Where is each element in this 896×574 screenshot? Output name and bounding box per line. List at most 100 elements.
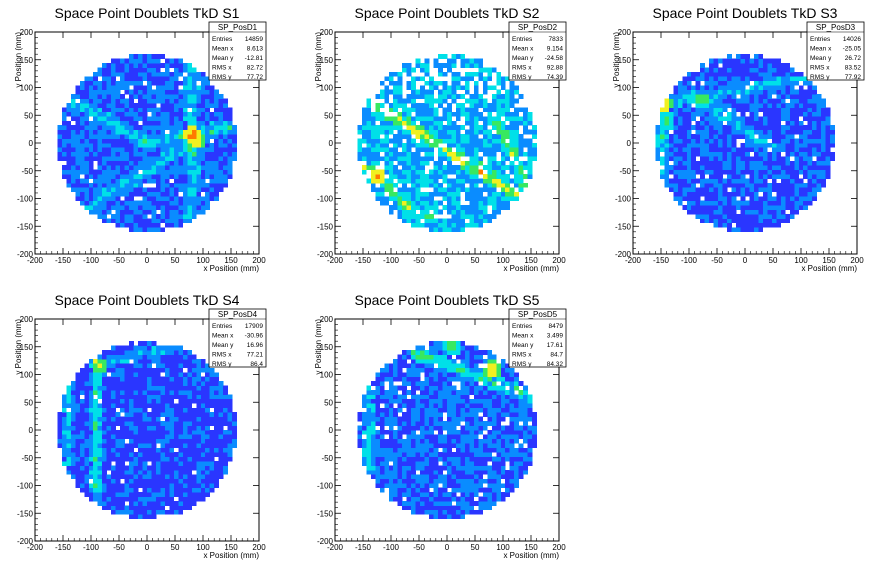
heatmap-bin [379, 200, 385, 206]
heatmap-bin [164, 107, 170, 113]
stats-label: RMS y [212, 74, 232, 81]
heatmap-bin [205, 85, 211, 91]
heatmap-bin [776, 218, 782, 224]
heatmap-bin [691, 191, 697, 197]
heatmap-bin [700, 156, 705, 162]
heatmap-bin [451, 218, 457, 224]
heatmap-bin [776, 147, 782, 153]
heatmap-bin [664, 129, 670, 135]
heatmap-bin [173, 103, 179, 108]
heatmap-bin [173, 425, 179, 431]
heatmap-bin [704, 76, 710, 82]
heatmap-bin [527, 147, 533, 153]
heatmap-bin [178, 447, 184, 453]
heatmap-bin [66, 394, 72, 400]
heatmap-bin [151, 461, 157, 466]
heatmap-bin [740, 54, 746, 59]
heatmap-bin [97, 169, 103, 175]
x-axis-label: x Position (mm) [503, 264, 559, 273]
heatmap-bin [164, 125, 170, 130]
heatmap-bin [147, 107, 152, 113]
heatmap-bin [173, 363, 179, 369]
heatmap-bin [478, 147, 484, 153]
heatmap-bin [160, 487, 166, 493]
heatmap-bin [704, 191, 710, 197]
heatmap-bin [460, 182, 466, 188]
heatmap-bin [111, 452, 116, 457]
heatmap-bin [142, 358, 148, 364]
heatmap-bin [200, 165, 206, 170]
heatmap-bin [731, 71, 737, 77]
heatmap-bin [227, 160, 233, 166]
heatmap-bin [142, 129, 148, 135]
heatmap-bin [753, 103, 759, 108]
heatmap-bin [505, 89, 511, 95]
heatmap-bin [84, 425, 90, 431]
heatmap-bin [429, 76, 434, 82]
heatmap-bin [798, 147, 804, 153]
heatmap-bin [527, 169, 533, 175]
heatmap-bin [496, 94, 502, 99]
heatmap-bin [129, 178, 134, 184]
heatmap-bin [673, 116, 679, 122]
heatmap-bin [718, 182, 723, 188]
heatmap-bin [433, 178, 439, 184]
heatmap-bin [111, 205, 116, 210]
heatmap-bin [106, 67, 112, 73]
heatmap-bin [482, 125, 488, 130]
heatmap-bin [151, 350, 157, 355]
heatmap-bin [106, 438, 112, 444]
heatmap-bin [789, 182, 795, 188]
heatmap-bin [75, 438, 81, 444]
heatmap-bin [794, 151, 800, 157]
heatmap-bin [393, 98, 399, 104]
heatmap-bin [776, 58, 782, 64]
heatmap-bin [75, 456, 81, 462]
heatmap-bin [722, 205, 728, 210]
heatmap-bin [429, 222, 434, 228]
heatmap-bin [133, 169, 139, 175]
heatmap-bin [75, 398, 81, 404]
heatmap-bin [133, 390, 139, 395]
heatmap-bin [460, 214, 466, 219]
heatmap-bin [124, 169, 130, 175]
heatmap-bin [789, 125, 795, 130]
heatmap-bin [111, 372, 116, 378]
heatmap-bin [798, 169, 804, 175]
heatmap-bin [151, 376, 157, 382]
heatmap-bin [700, 138, 705, 144]
heatmap-bin [160, 456, 166, 462]
heatmap-bin [169, 143, 175, 148]
heatmap-bin [214, 403, 219, 409]
heatmap-bin [160, 376, 166, 382]
heatmap-bin [700, 200, 705, 206]
heatmap-bin [420, 138, 425, 144]
heatmap-bin [704, 116, 710, 122]
heatmap-bin [151, 143, 157, 148]
heatmap-bin [677, 116, 683, 122]
heatmap-bin [120, 67, 125, 73]
heatmap-bin [686, 138, 692, 144]
heatmap-bin [762, 196, 768, 202]
heatmap-bin [173, 63, 179, 68]
heatmap-bin [115, 363, 121, 369]
heatmap-bin [106, 125, 112, 130]
heatmap-bin [173, 174, 179, 179]
heatmap-bin [97, 478, 103, 484]
heatmap-bin [753, 182, 759, 188]
heatmap-bin [455, 178, 461, 184]
heatmap-bin [164, 398, 170, 404]
heatmap-bin [464, 80, 470, 86]
heatmap-bin [214, 94, 219, 99]
heatmap-bin [523, 116, 528, 122]
heatmap-bin [200, 98, 206, 104]
heatmap-bin [438, 182, 443, 188]
heatmap-bin [673, 174, 679, 179]
heatmap-bin [677, 80, 683, 86]
heatmap-bin [718, 151, 723, 157]
heatmap-bin [209, 94, 215, 99]
heatmap-bin [79, 129, 85, 135]
heatmap-bin [182, 505, 188, 511]
heatmap-bin [673, 187, 679, 193]
